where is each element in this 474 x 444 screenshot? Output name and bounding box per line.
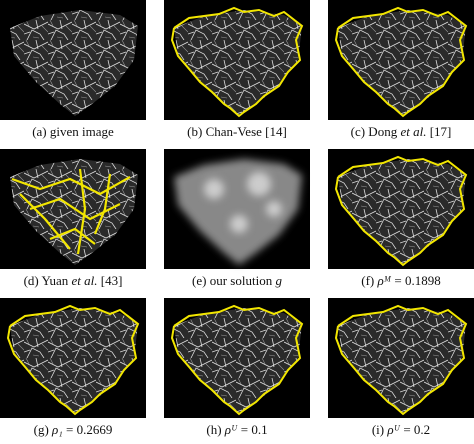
- caption: (a) given image: [32, 124, 114, 139]
- caption: (b) Chan-Vese [14]: [187, 124, 287, 139]
- caption-part: ρᵁ: [224, 422, 238, 437]
- caption-part: = 0.2: [400, 422, 430, 437]
- panel-image: [0, 0, 146, 120]
- caption-part: (d) Yuan: [24, 273, 72, 288]
- caption-part: [43]: [97, 273, 122, 288]
- panel-image: [328, 298, 474, 418]
- caption-part: [17]: [426, 124, 451, 139]
- caption-part: ρᴹ: [377, 273, 392, 288]
- caption-part: (g): [34, 422, 52, 437]
- caption-part: = 0.2669: [63, 422, 113, 437]
- panel-image: [328, 0, 474, 120]
- caption: (h) ρᵁ = 0.1: [206, 422, 267, 437]
- panel-image: [0, 149, 146, 269]
- caption-part: = 0.1898: [391, 273, 441, 288]
- caption-part: (e) our solution: [192, 273, 275, 288]
- caption-part: = 0.1: [238, 422, 268, 437]
- panel-image: [0, 298, 146, 418]
- caption-part: (h): [206, 422, 224, 437]
- panel-image: [328, 149, 474, 269]
- panel-image: [164, 0, 310, 120]
- caption-part: ρᵁ: [386, 422, 400, 437]
- caption: (f) ρᴹ = 0.1898: [361, 273, 440, 288]
- caption: (c) Dong et al. [17]: [351, 124, 452, 139]
- caption: (e) our solution g: [192, 273, 282, 288]
- caption-part: ρ₁: [51, 422, 63, 437]
- caption-part: g: [275, 273, 282, 288]
- caption: (g) ρ₁ = 0.2669: [34, 422, 113, 437]
- caption-part: (a) given image: [32, 124, 114, 139]
- caption: (i) ρᵁ = 0.2: [372, 422, 430, 437]
- panel-image: [164, 298, 310, 418]
- caption-part: et al.: [400, 124, 426, 139]
- caption: (d) Yuan et al. [43]: [24, 273, 123, 288]
- caption-part: et al.: [71, 273, 97, 288]
- caption-part: (c) Dong: [351, 124, 401, 139]
- caption-part: (i): [372, 422, 388, 437]
- caption-part: (f): [361, 273, 377, 288]
- panel-image: [164, 149, 310, 269]
- caption-part: (b) Chan-Vese [14]: [187, 124, 287, 139]
